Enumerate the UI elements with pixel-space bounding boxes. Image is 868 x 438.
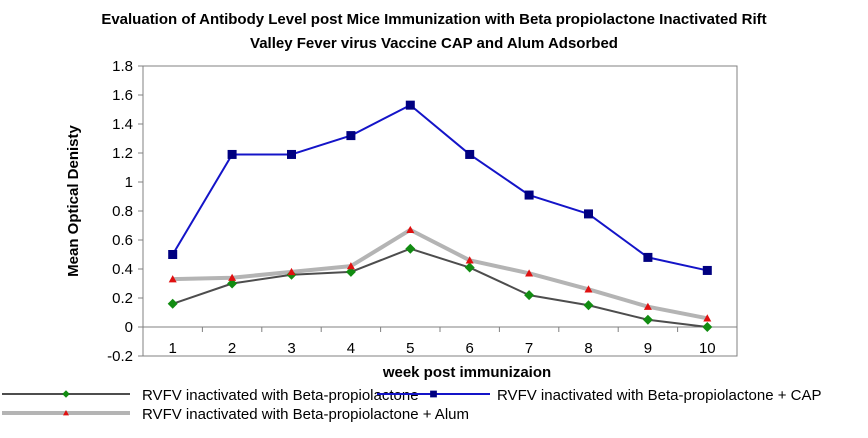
data-point-square (227, 149, 237, 159)
x-tick-label: 10 (699, 340, 716, 357)
legend: RVFV inactivated with Beta-propiolactone… (2, 387, 821, 423)
series-lines (171, 104, 708, 328)
plot-area-frame (142, 65, 738, 357)
data-point-diamond (345, 266, 356, 277)
data-point-diamond (642, 314, 653, 325)
data-point-diamond (405, 243, 416, 254)
series-line-2 (171, 104, 708, 272)
data-point-triangle (643, 302, 652, 310)
data-point-triangle (168, 275, 177, 283)
y-tick-label: 0.6 (112, 232, 133, 249)
data-point-square (584, 209, 593, 219)
y-tick-label: 0.4 (112, 261, 133, 278)
data-point-triangle (63, 410, 69, 416)
series-line-3 (172, 227, 708, 321)
y-tick-label: -0.2 (107, 348, 133, 365)
y-axis-title: Mean Optical Denisty (65, 124, 82, 276)
data-point-triangle (703, 314, 712, 322)
y-tick-label: 1.4 (112, 116, 133, 133)
legend-label: RVFV inactivated with Beta-propiolactone… (142, 406, 469, 423)
y-tick-label: 0 (125, 319, 133, 336)
data-point-square (405, 100, 415, 110)
y-tick-label: 1.6 (112, 87, 133, 104)
data-point-square (524, 190, 534, 200)
data-point-diamond (524, 290, 535, 301)
data-point-triangle (584, 285, 593, 293)
y-tick-label: 1.2 (112, 145, 133, 162)
x-tick-label: 6 (466, 340, 474, 357)
legend-label: RVFV inactivated with Beta-propiolactone… (497, 387, 821, 404)
data-point-diamond (464, 262, 475, 273)
data-point-triangle (406, 225, 415, 234)
chart-title-line-1: Evaluation of Antibody Level post Mice I… (101, 11, 766, 28)
y-tick-label: 1 (125, 174, 133, 191)
series-line-1 (172, 247, 708, 328)
y-tick-label: 0.2 (112, 290, 133, 307)
chart-title-line-2: Valley Fever virus Vaccine CAP and Alum … (250, 35, 618, 52)
x-axis: 1 2 3 4 5 6 7 8 9 10 (142, 326, 738, 357)
data-point-diamond (62, 390, 70, 398)
x-tick-label: 2 (228, 340, 236, 357)
y-axis: -0.2 0 0.2 0.4 0.6 0.8 1 1.2 1.4 1.6 1.8 (107, 58, 143, 365)
data-point-square (643, 252, 653, 262)
y-tick-label: 1.8 (112, 58, 133, 75)
x-tick-label: 9 (644, 340, 652, 357)
data-point-square (702, 265, 712, 275)
data-point-square (168, 250, 178, 259)
data-point-triangle (465, 256, 474, 264)
x-tick-label: 5 (406, 340, 414, 357)
x-tick-label: 3 (287, 340, 295, 357)
data-point-triangle (287, 267, 296, 276)
legend-label: RVFV inactivated with Beta-propiolactone (142, 387, 419, 404)
x-tick-label: 8 (584, 340, 592, 357)
data-point-diamond (583, 300, 594, 311)
y-tick-label: 0.8 (112, 203, 133, 220)
x-tick-label: 7 (525, 340, 533, 357)
x-tick-label: 1 (169, 340, 177, 357)
series-markers (167, 100, 713, 332)
data-point-square (465, 149, 475, 159)
x-axis-title: week post immunizaion (382, 364, 551, 381)
data-point-triangle (525, 269, 534, 277)
x-tick-label: 4 (347, 340, 355, 357)
data-point-triangle (228, 273, 237, 281)
data-point-diamond (167, 298, 178, 309)
data-point-square (430, 390, 437, 398)
data-point-square (346, 131, 356, 141)
data-point-diamond (702, 322, 713, 332)
data-point-square (287, 149, 296, 159)
data-point-triangle (346, 262, 355, 270)
data-point-diamond (227, 278, 238, 289)
